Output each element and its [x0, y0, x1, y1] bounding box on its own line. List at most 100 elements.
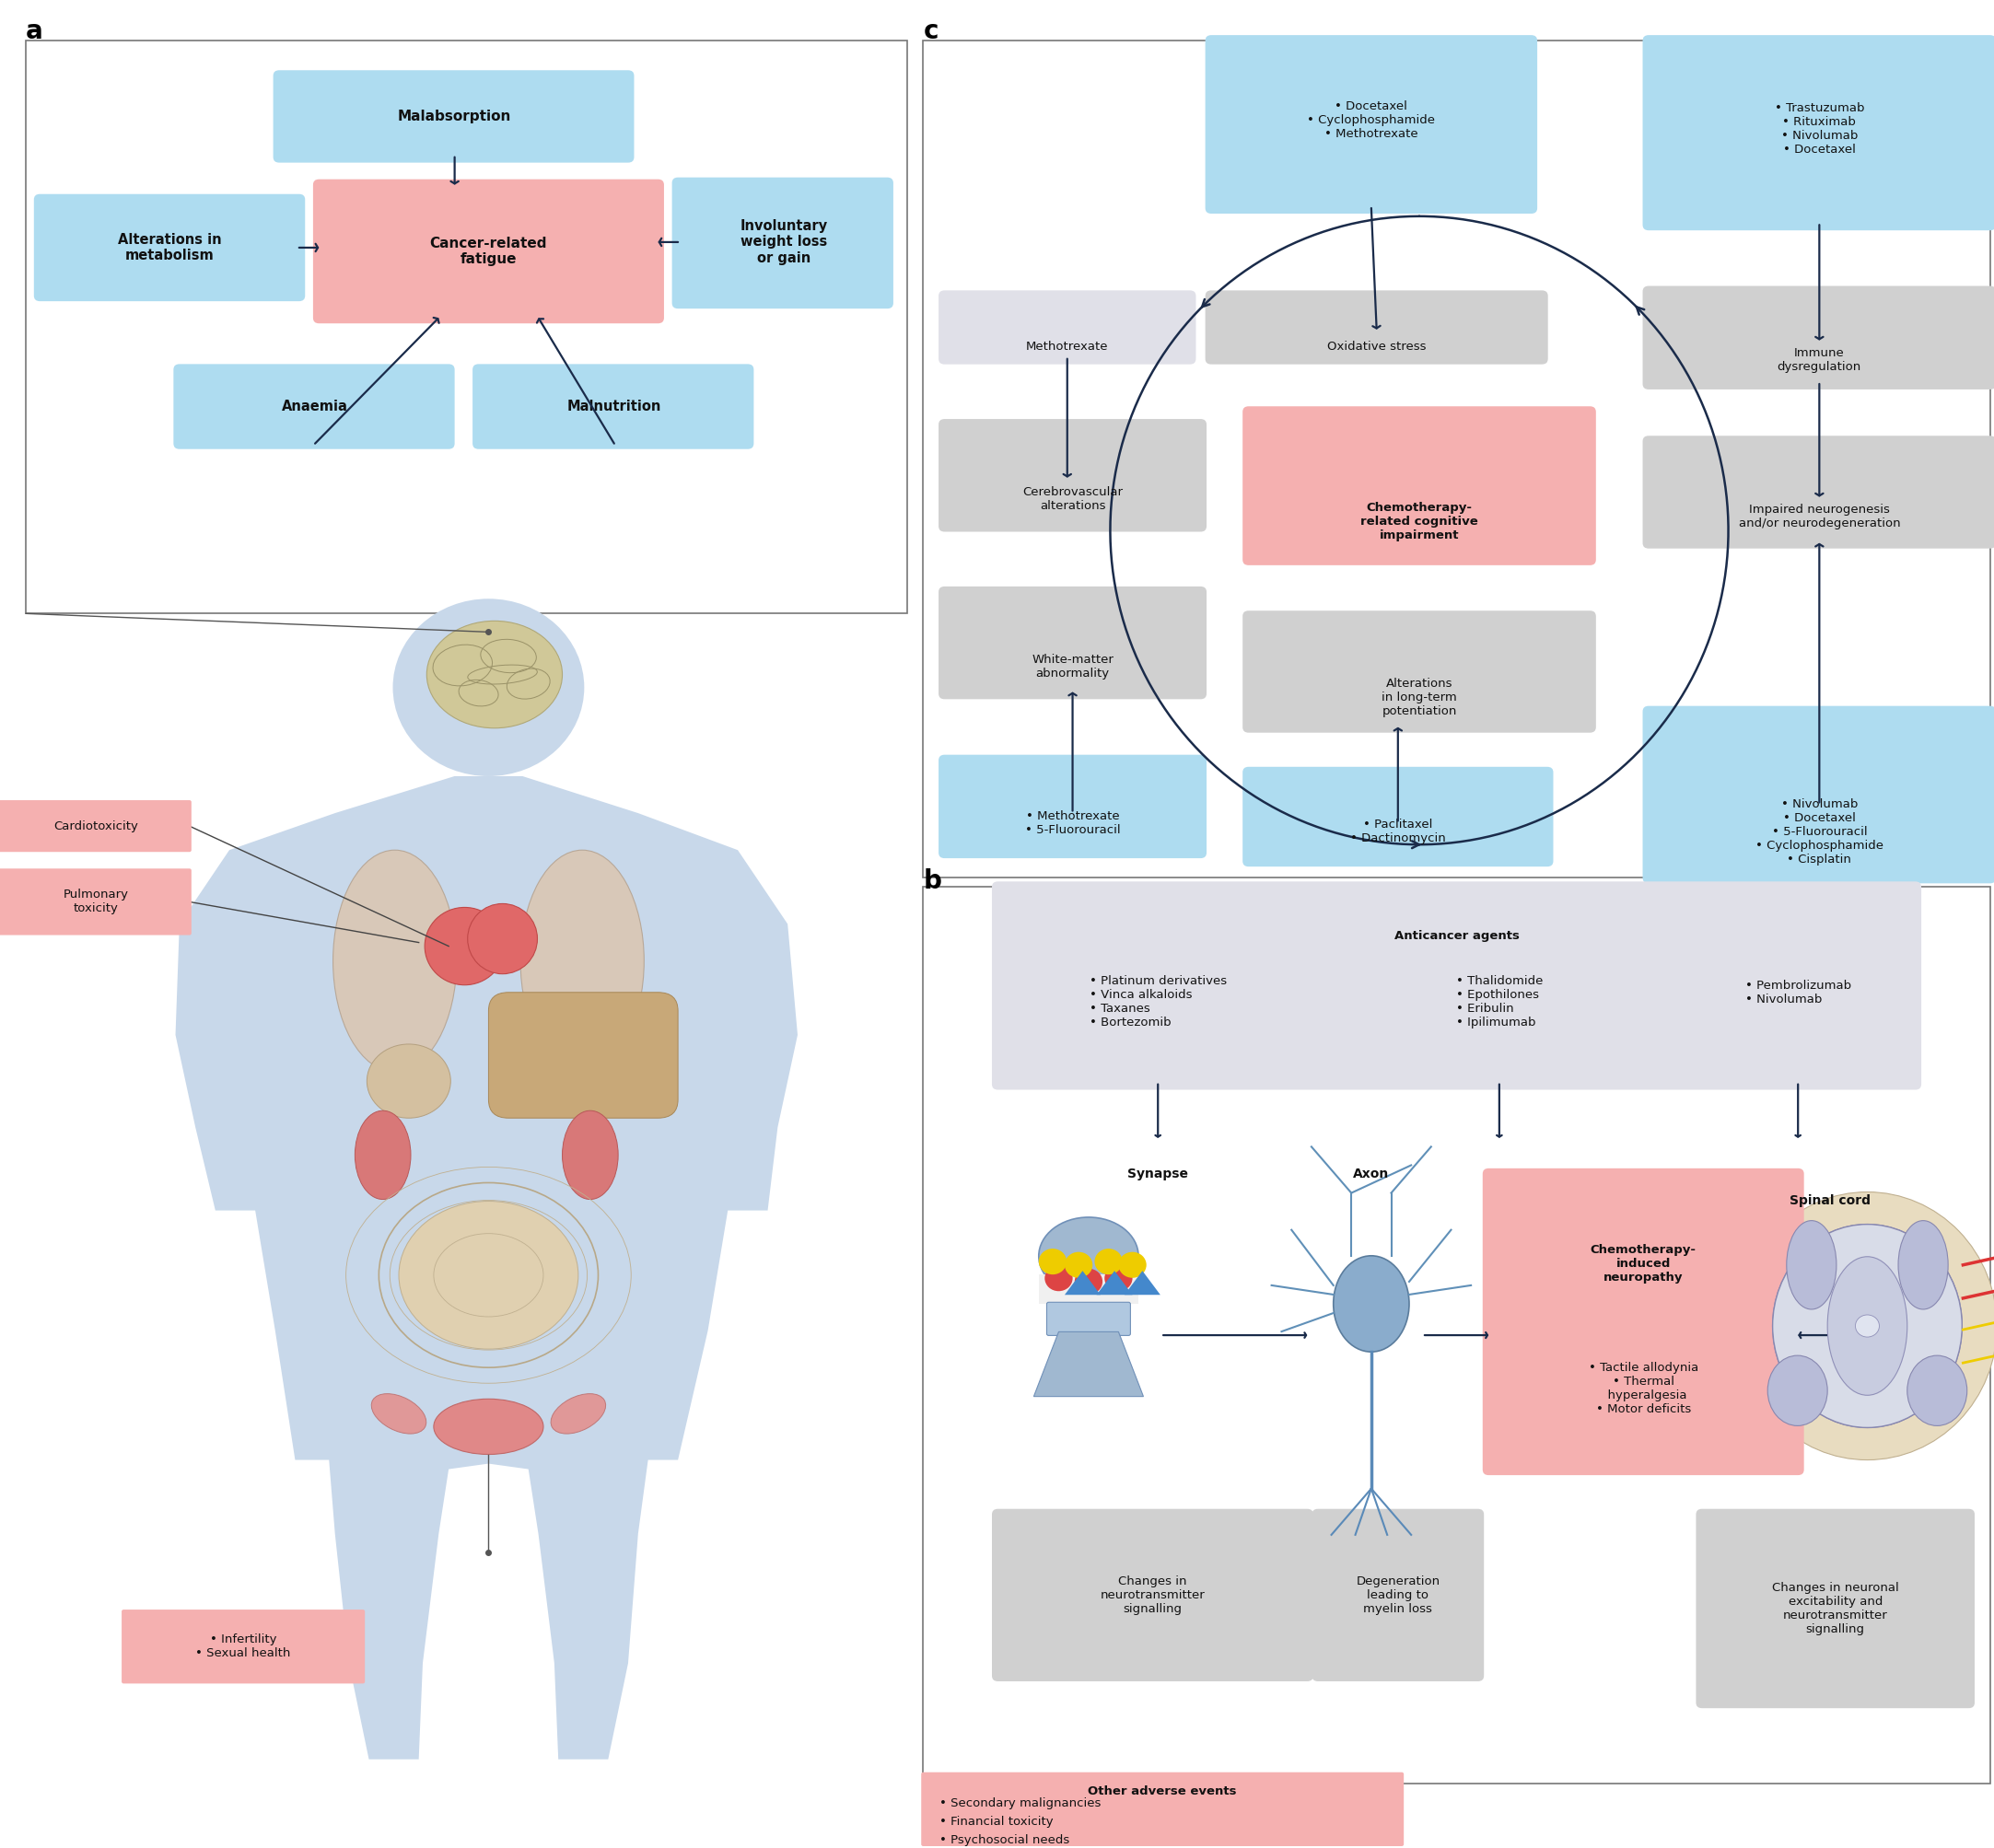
Text: Other adverse events: Other adverse events: [1089, 1785, 1236, 1796]
Ellipse shape: [371, 1393, 427, 1434]
Ellipse shape: [1334, 1257, 1410, 1353]
Ellipse shape: [467, 904, 538, 974]
Ellipse shape: [562, 1111, 618, 1199]
Text: • Nivolumab
• Docetaxel
• 5-Fluorouracil
• Cyclophosphamide
• Cisplatin: • Nivolumab • Docetaxel • 5-Fluorouracil…: [1755, 798, 1884, 865]
FancyBboxPatch shape: [1643, 286, 1994, 390]
FancyBboxPatch shape: [939, 290, 1196, 364]
Text: • Thalidomide
• Epothilones
• Eribulin
• Ipilimumab: • Thalidomide • Epothilones • Eribulin •…: [1456, 976, 1543, 1029]
FancyBboxPatch shape: [489, 992, 678, 1118]
Text: Synapse: Synapse: [1127, 1168, 1188, 1181]
FancyBboxPatch shape: [0, 869, 191, 935]
Ellipse shape: [550, 1393, 606, 1434]
Text: a: a: [26, 18, 44, 44]
Text: Axon: Axon: [1354, 1168, 1390, 1181]
Ellipse shape: [367, 1044, 451, 1118]
Ellipse shape: [425, 907, 504, 985]
Text: Anaemia: Anaemia: [281, 399, 349, 414]
Ellipse shape: [399, 1201, 578, 1349]
Text: Chemotherapy-
induced
neuropathy: Chemotherapy- induced neuropathy: [1591, 1244, 1697, 1283]
Circle shape: [1119, 1251, 1147, 1277]
Ellipse shape: [1906, 1356, 1966, 1427]
Text: • Tactile allodynia
• Thermal
  hyperalgesia
• Motor deficits: • Tactile allodynia • Thermal hyperalges…: [1589, 1362, 1699, 1416]
FancyBboxPatch shape: [26, 41, 907, 614]
Text: Degeneration
leading to
myelin loss: Degeneration leading to myelin loss: [1356, 1574, 1440, 1615]
Text: • Trastuzumab
• Rituximab
• Nivolumab
• Docetaxel: • Trastuzumab • Rituximab • Nivolumab • …: [1775, 102, 1864, 155]
Text: Impaired neurogenesis
and/or neurodegeneration: Impaired neurogenesis and/or neurodegene…: [1739, 503, 1900, 529]
FancyBboxPatch shape: [1242, 407, 1595, 565]
Text: Chemotherapy-
related cognitive
impairment: Chemotherapy- related cognitive impairme…: [1360, 503, 1478, 541]
Text: Pulmonary
toxicity: Pulmonary toxicity: [64, 889, 128, 915]
FancyBboxPatch shape: [1484, 1168, 1805, 1475]
FancyBboxPatch shape: [1039, 1275, 1139, 1305]
Ellipse shape: [1039, 1218, 1139, 1295]
Text: Methotrexate: Methotrexate: [1027, 340, 1109, 353]
FancyBboxPatch shape: [1242, 610, 1595, 732]
FancyBboxPatch shape: [1643, 35, 1994, 231]
FancyBboxPatch shape: [921, 1772, 1404, 1846]
Text: • Psychosocial needs: • Psychosocial needs: [939, 1835, 1069, 1846]
Circle shape: [1045, 1266, 1073, 1292]
Circle shape: [1105, 1266, 1133, 1292]
Ellipse shape: [1773, 1225, 1962, 1427]
Polygon shape: [1125, 1271, 1161, 1295]
Ellipse shape: [1827, 1257, 1906, 1395]
Text: • Methotrexate
• 5-Fluorouracil: • Methotrexate • 5-Fluorouracil: [1025, 811, 1121, 837]
FancyBboxPatch shape: [939, 419, 1206, 532]
Text: Alterations
in long-term
potentiation: Alterations in long-term potentiation: [1382, 678, 1458, 717]
Text: Spinal cord: Spinal cord: [1789, 1194, 1870, 1207]
Polygon shape: [1033, 1332, 1143, 1397]
FancyBboxPatch shape: [0, 800, 191, 852]
Text: c: c: [923, 18, 939, 44]
Text: • Paclitaxel
• Dactinomycin: • Paclitaxel • Dactinomycin: [1350, 819, 1446, 845]
Text: b: b: [923, 869, 941, 894]
Text: • Infertility
• Sexual health: • Infertility • Sexual health: [195, 1634, 291, 1660]
Text: Oxidative stress: Oxidative stress: [1328, 340, 1426, 353]
Ellipse shape: [333, 850, 457, 1072]
FancyBboxPatch shape: [122, 1610, 365, 1684]
FancyBboxPatch shape: [1312, 1508, 1484, 1682]
Text: Cancer-related
fatigue: Cancer-related fatigue: [431, 237, 546, 266]
Polygon shape: [175, 776, 798, 1759]
Ellipse shape: [427, 621, 562, 728]
Circle shape: [1075, 1268, 1103, 1294]
Ellipse shape: [433, 1399, 542, 1454]
FancyBboxPatch shape: [313, 179, 664, 323]
FancyBboxPatch shape: [1047, 1303, 1131, 1336]
Circle shape: [393, 599, 584, 776]
Text: Malabsorption: Malabsorption: [399, 109, 510, 124]
Ellipse shape: [520, 850, 644, 1072]
FancyBboxPatch shape: [991, 881, 1922, 1090]
Circle shape: [1039, 1249, 1067, 1275]
Text: • Docetaxel
• Cyclophosphamide
• Methotrexate: • Docetaxel • Cyclophosphamide • Methotr…: [1308, 100, 1436, 140]
Text: Cerebrovascular
alterations: Cerebrovascular alterations: [1023, 486, 1123, 512]
Text: White-matter
abnormality: White-matter abnormality: [1031, 654, 1113, 680]
FancyBboxPatch shape: [672, 177, 893, 309]
Text: Changes in neuronal
excitability and
neurotransmitter
signalling: Changes in neuronal excitability and neu…: [1773, 1582, 1898, 1635]
Text: Immune
dysregulation: Immune dysregulation: [1777, 347, 1860, 373]
Ellipse shape: [355, 1111, 411, 1199]
FancyBboxPatch shape: [1697, 1508, 1974, 1708]
FancyBboxPatch shape: [939, 586, 1206, 699]
FancyBboxPatch shape: [923, 41, 1990, 878]
Polygon shape: [1065, 1271, 1101, 1295]
Ellipse shape: [1737, 1192, 1994, 1460]
Circle shape: [1095, 1249, 1123, 1275]
FancyBboxPatch shape: [34, 194, 305, 301]
FancyBboxPatch shape: [1204, 290, 1547, 364]
FancyBboxPatch shape: [273, 70, 634, 163]
FancyBboxPatch shape: [1204, 35, 1537, 214]
Text: Changes in
neurotransmitter
signalling: Changes in neurotransmitter signalling: [1101, 1574, 1204, 1615]
Text: Involuntary
weight loss
or gain: Involuntary weight loss or gain: [740, 220, 828, 264]
Ellipse shape: [1898, 1222, 1948, 1310]
FancyBboxPatch shape: [473, 364, 754, 449]
Ellipse shape: [1767, 1356, 1827, 1427]
Text: Cardiotoxicity: Cardiotoxicity: [54, 821, 138, 832]
Text: • Platinum derivatives
• Vinca alkaloids
• Taxanes
• Bortezomib: • Platinum derivatives • Vinca alkaloids…: [1089, 976, 1226, 1029]
FancyBboxPatch shape: [1242, 767, 1553, 867]
Text: • Secondary malignancies: • Secondary malignancies: [939, 1798, 1101, 1809]
FancyBboxPatch shape: [923, 887, 1990, 1783]
Text: Alterations in
metabolism: Alterations in metabolism: [118, 233, 221, 262]
Polygon shape: [1097, 1271, 1133, 1295]
FancyBboxPatch shape: [939, 754, 1206, 857]
FancyBboxPatch shape: [1643, 706, 1994, 883]
